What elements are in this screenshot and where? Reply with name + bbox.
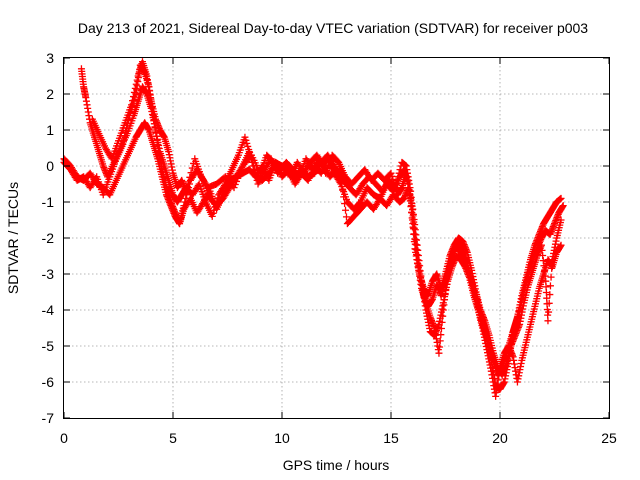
data-point [342, 213, 350, 221]
data-point [388, 172, 396, 180]
data-point [339, 186, 347, 194]
y-axis-label: SDTVAR / TECUs [5, 182, 21, 294]
data-point [208, 212, 216, 220]
data-point [391, 182, 399, 190]
y-tick-label: 3 [46, 50, 54, 66]
chart-title: Day 213 of 2021, Sidereal Day-to-day VTE… [78, 20, 588, 36]
data-point [395, 169, 403, 177]
data-point [238, 165, 246, 173]
x-tick-label: 5 [169, 430, 177, 446]
data-point [435, 349, 443, 357]
axis-ticks [63, 57, 610, 419]
data-point [387, 169, 395, 177]
y-tick-label: 1 [46, 122, 54, 138]
y-tick-label: -7 [42, 410, 55, 426]
data-point [559, 202, 567, 210]
y-tick-label: 0 [46, 158, 54, 174]
data-marks [60, 58, 567, 400]
data-point [390, 178, 398, 186]
data-point [210, 206, 218, 214]
data-point [234, 174, 242, 182]
plot-frame [63, 57, 610, 419]
data-point [231, 181, 239, 189]
data-point [133, 76, 141, 84]
data-point [389, 175, 397, 183]
data-point [407, 202, 415, 210]
x-axis-tick-labels: 0 5 10 15 20 25 [60, 430, 617, 446]
series-track-2 [77, 65, 567, 379]
data-point [437, 331, 445, 339]
data-point [342, 206, 350, 214]
x-tick-label: 10 [274, 430, 290, 446]
data-point [186, 173, 194, 181]
data-point [182, 187, 190, 195]
data-point [394, 173, 402, 181]
data-point [408, 209, 416, 217]
data-point [235, 171, 243, 179]
x-tick-label: 15 [383, 430, 399, 446]
data-point [408, 216, 416, 224]
data-point [131, 84, 139, 92]
data-point [546, 282, 554, 290]
data-point [548, 264, 556, 272]
data-point [545, 308, 553, 316]
data-point [209, 209, 217, 217]
data-point [180, 202, 188, 210]
data-point [233, 177, 241, 185]
data-point [557, 241, 565, 249]
y-tick-label: -5 [42, 338, 55, 354]
data-point [181, 198, 189, 206]
series-track-3 [60, 119, 565, 400]
data-point [183, 183, 191, 191]
grid [64, 58, 609, 418]
y-tick-label: -6 [42, 374, 55, 390]
data-point [244, 142, 252, 150]
data-point [409, 223, 417, 231]
y-tick-label: -4 [42, 302, 55, 318]
data-point [129, 97, 137, 105]
x-tick-label: 20 [492, 430, 508, 446]
y-tick-label: -3 [42, 266, 55, 282]
data-point [185, 178, 193, 186]
data-point [410, 238, 418, 246]
data-point [187, 169, 195, 177]
data-point [544, 317, 552, 325]
data-point [182, 194, 190, 202]
data-point [241, 133, 249, 141]
data-point [230, 184, 238, 192]
data-point [220, 182, 228, 190]
data-point [547, 273, 555, 281]
data-point [410, 230, 418, 238]
x-tick-label: 0 [60, 430, 68, 446]
data-point [236, 168, 244, 176]
data-point [557, 216, 565, 224]
data-point [557, 194, 565, 202]
data-point [130, 88, 138, 96]
data-point [436, 337, 444, 345]
data-point [545, 299, 553, 307]
y-tick-label: -2 [42, 230, 55, 246]
data-point [243, 139, 251, 147]
x-axis-label: GPS time / hours [283, 457, 390, 473]
y-axis-tick-labels: -7 -6 -5 -4 -3 -2 -1 0 1 2 3 [42, 50, 55, 426]
data-point [436, 343, 444, 351]
data-point [546, 291, 554, 299]
data-point [338, 179, 346, 187]
data-point [245, 146, 253, 154]
data-point [340, 193, 348, 201]
data-point [341, 200, 349, 208]
series-track-4 [88, 58, 565, 379]
data-point [188, 164, 196, 172]
data-point [128, 101, 136, 109]
y-tick-label: -1 [42, 194, 55, 210]
x-tick-label: 25 [601, 430, 617, 446]
data-point [129, 93, 137, 101]
y-tick-label: 2 [46, 86, 54, 102]
data-point [396, 166, 404, 174]
data-point [132, 80, 140, 88]
data-point [242, 136, 250, 144]
data-point [407, 194, 415, 202]
